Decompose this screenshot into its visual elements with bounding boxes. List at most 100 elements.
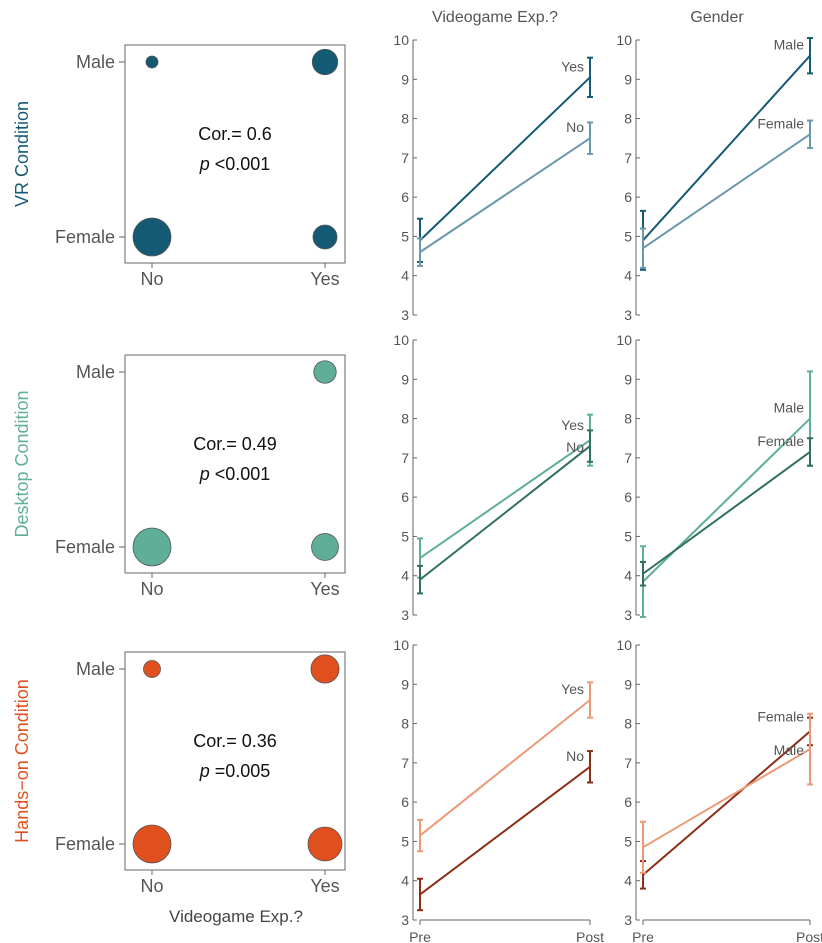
y-tick-label: Male	[76, 659, 115, 679]
x-tick-label: PreScore	[625, 929, 662, 943]
series-line	[642, 748, 811, 849]
bottom-xlabel: Videogame Exp.?	[169, 907, 303, 926]
y-tick-label: 5	[624, 833, 632, 849]
series-line	[419, 445, 591, 581]
y-tick-label: 6	[401, 489, 409, 505]
p-value: <0.001	[210, 464, 271, 484]
series-label: Yes	[561, 417, 584, 433]
x-tick-label: PostScore	[572, 929, 609, 943]
y-tick-label: 10	[616, 32, 632, 48]
y-tick-label: 8	[624, 716, 632, 732]
series-label: Male	[774, 742, 805, 758]
y-tick-label: 7	[401, 150, 409, 166]
y-tick-label: Male	[76, 52, 115, 72]
y-tick-label: 4	[624, 568, 632, 584]
bubble-point	[311, 533, 339, 561]
bubble-point	[132, 527, 172, 567]
y-tick-label: 7	[624, 150, 632, 166]
y-tick-label: 8	[624, 411, 632, 427]
series-label: Yes	[561, 681, 584, 697]
bubble-point	[311, 48, 339, 76]
y-tick-label: 6	[401, 794, 409, 810]
y-tick-label: 8	[401, 411, 409, 427]
series-label: No	[566, 748, 584, 764]
y-tick-label: 4	[624, 268, 632, 284]
row-1: Female Male No Yes Cor.= 0.6 p <0.001 VR Condi…	[12, 32, 813, 323]
p-label: p	[199, 154, 210, 174]
bubble-point	[312, 224, 338, 250]
series-line	[419, 699, 591, 837]
y-tick-label: Male	[76, 362, 115, 382]
x-tick-label: PostScore	[792, 929, 822, 943]
bubble-point	[313, 360, 337, 384]
y-tick-label: 9	[401, 71, 409, 87]
p-label: p	[199, 761, 210, 781]
bubble-point	[310, 654, 340, 684]
y-tick-label: 10	[393, 332, 409, 348]
line-panel: 3 4 5 6 7 8 9 10 Yes No	[393, 32, 593, 323]
bubble-point	[307, 826, 343, 862]
series-label: Male	[774, 37, 805, 53]
y-tick-label: 8	[401, 111, 409, 127]
y-tick-label: 9	[401, 371, 409, 387]
p-value: <0.001	[210, 154, 271, 174]
line-panel: 3 4 5 6 7 8 9 10 PreScore PostScore Female Male	[616, 637, 822, 943]
series-line	[642, 133, 811, 250]
y-tick-label: 5	[624, 528, 632, 544]
y-tick-label: 9	[401, 676, 409, 692]
row-label: Hands−on Condition	[12, 679, 32, 843]
series-label: Female	[757, 433, 804, 449]
correlation-text: Cor.= 0.36	[193, 731, 277, 751]
x-tick-label: Yes	[310, 876, 339, 896]
bubble-point	[145, 55, 159, 69]
line-panel: 3 4 5 6 7 8 9 10 Male Female	[616, 332, 813, 623]
y-tick-label: 3	[624, 607, 632, 623]
y-tick-label: 10	[616, 332, 632, 348]
y-tick-label: 6	[624, 189, 632, 205]
y-tick-label: 7	[624, 755, 632, 771]
p-value-text: p <0.001	[199, 464, 271, 484]
series-label: Female	[757, 115, 804, 131]
y-tick-label: 10	[393, 32, 409, 48]
y-tick-label: 9	[624, 371, 632, 387]
series-line	[642, 55, 811, 242]
y-tick-label: 10	[616, 637, 632, 653]
x-tick-label: No	[140, 269, 163, 289]
x-tick-label: Yes	[310, 269, 339, 289]
series-line	[642, 730, 811, 876]
panels: Female Male No Yes Cor.= 0.6 p <0.001 VR Condi…	[12, 32, 822, 943]
y-tick-label: Female	[55, 227, 115, 247]
y-tick-label: 6	[624, 489, 632, 505]
y-tick-label: 4	[401, 268, 409, 284]
y-tick-label: 5	[401, 833, 409, 849]
y-tick-label: 3	[624, 307, 632, 323]
series-line	[419, 76, 591, 242]
x-tick-label-part: Pre	[632, 929, 654, 943]
series-line	[642, 451, 811, 575]
y-tick-label: 7	[401, 755, 409, 771]
p-label: p	[199, 464, 210, 484]
series-label: Yes	[561, 58, 584, 74]
line-panel: 3 4 5 6 7 8 9 10 Yes No	[393, 332, 593, 623]
x-tick-label-part: Pre	[409, 929, 431, 943]
y-tick-label: 3	[401, 607, 409, 623]
x-tick-label: Yes	[310, 579, 339, 599]
row-3: Female Male No Yes Cor.= 0.36 p =0.005 Hands−o…	[12, 637, 822, 943]
row-label: Desktop Condition	[12, 390, 32, 537]
bubble-frame	[124, 354, 346, 574]
y-tick-label: 8	[624, 111, 632, 127]
bubble-point	[143, 660, 161, 678]
y-tick-label: 6	[624, 794, 632, 810]
correlation-text: Cor.= 0.6	[198, 124, 272, 144]
y-tick-label: 4	[401, 873, 409, 889]
y-tick-label: 5	[401, 228, 409, 244]
y-tick-label: 3	[624, 912, 632, 928]
x-tick-label-part: Post	[576, 929, 604, 943]
y-tick-label: 6	[401, 189, 409, 205]
col-header-videogame: Videogame Exp.?	[432, 9, 558, 26]
series-label: No	[566, 119, 584, 135]
x-tick-label-part: Post	[796, 929, 822, 943]
p-value-text: p =0.005	[199, 761, 271, 781]
y-tick-label: 9	[624, 71, 632, 87]
